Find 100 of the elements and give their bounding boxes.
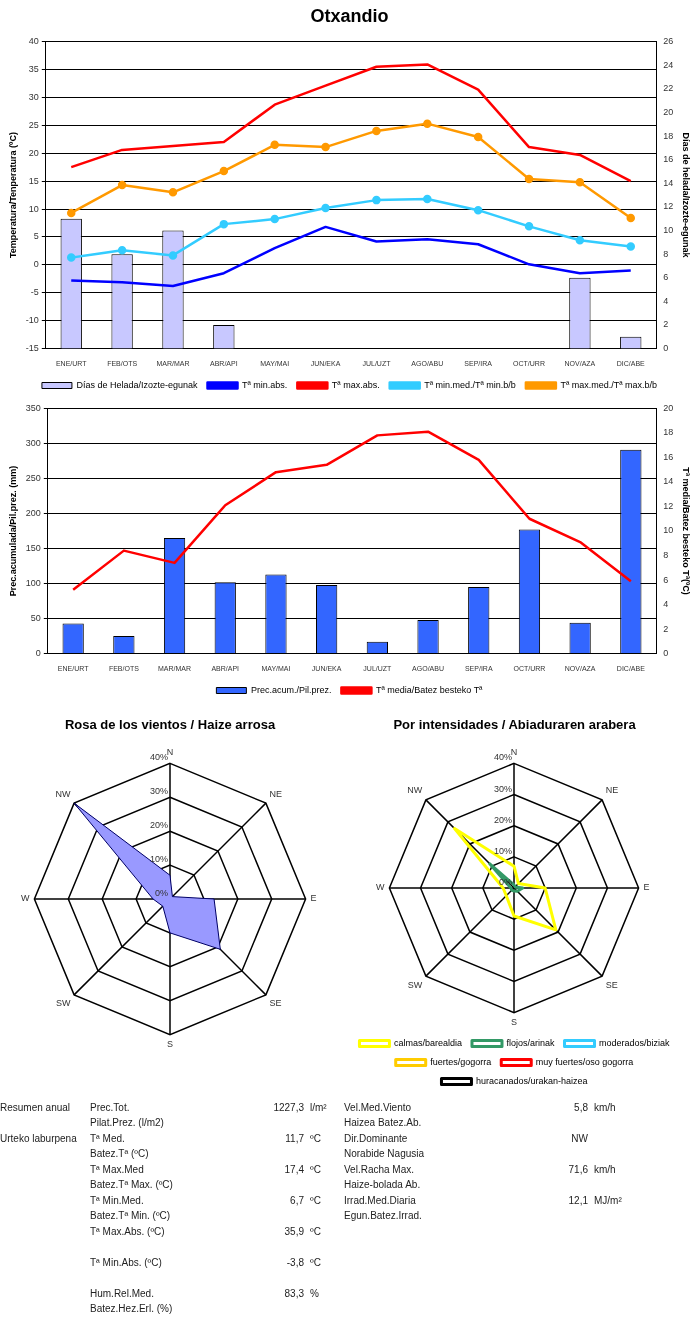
y-tick-label: 5 — [33, 231, 39, 242]
text: l/m² — [310, 1101, 328, 1115]
y2-tick-label: 12 — [663, 201, 674, 212]
y-tick-label: 0 — [35, 648, 41, 659]
text: Resumen anual — [0, 1101, 72, 1115]
text: 6,7 — [289, 1194, 305, 1208]
legend-label: Tª min.abs. — [242, 379, 288, 390]
y2-tick-label: 10 — [663, 225, 674, 236]
y-tick-label: -15 — [25, 343, 39, 354]
point — [321, 142, 330, 152]
legend-label: Días de Helada/Izozte-egunak — [76, 379, 199, 390]
y2-tick-label: 16 — [663, 154, 674, 165]
chart-title: Por intensidades / Abiaduraren arabera — [393, 717, 637, 733]
text: NW — [570, 1132, 589, 1146]
y2-tick-label: 12 — [663, 500, 674, 511]
legend-label: Tª min.med./Tª min.b/b — [424, 379, 516, 390]
point — [270, 214, 279, 224]
text: 35,9 — [283, 1225, 305, 1239]
legend-label: fuertes/gogorra — [430, 1056, 492, 1067]
point — [626, 242, 636, 251]
spoke-label: SW — [407, 979, 423, 990]
text: ºC — [310, 1132, 322, 1146]
text: Urteko laburpena — [0, 1132, 78, 1146]
y2-axis-title: Días de helada/Izozte-egunak — [681, 132, 692, 259]
y2-tick-label: 14 — [663, 476, 674, 487]
y-tick-label: 200 — [25, 507, 41, 518]
point — [219, 219, 229, 229]
point — [168, 188, 178, 197]
text: 17,4 — [283, 1163, 305, 1177]
legend-label: huracanados/urakan-haizea — [475, 1075, 588, 1086]
text: MJ/m² — [594, 1194, 623, 1208]
point — [473, 132, 483, 142]
y2-tick-label: 4 — [663, 295, 669, 306]
y-tick-label: 20 — [28, 147, 39, 158]
point — [575, 236, 585, 245]
y2-tick-label: 6 — [663, 574, 669, 585]
y-tick-label: 20% — [149, 820, 168, 831]
legend-label: Tª max.med./Tª max.b/b — [560, 379, 658, 390]
text: Prec.Tot. Pilat.Prez. (l/m2) — [90, 1101, 165, 1130]
text: ºC — [310, 1163, 322, 1177]
text: 1227,3 — [272, 1101, 305, 1115]
spoke-label: N — [510, 747, 518, 758]
spoke-label: E — [310, 893, 317, 904]
text: 12,1 — [567, 1194, 589, 1208]
text: Tª Max.Abs. (ºC) — [90, 1225, 166, 1239]
text: Tª Max.Med Batez.Tª Max. (ºC) — [90, 1163, 174, 1192]
text: km/h — [594, 1163, 617, 1177]
y2-tick-label: 8 — [663, 248, 669, 259]
text: Dir.Dominante Norabide Nagusia — [344, 1132, 426, 1161]
point — [473, 205, 483, 215]
legend-label: Tª media/Batez besteko Tª — [375, 684, 484, 695]
y-tick-label: 10% — [149, 854, 168, 865]
y2-tick-label: 14 — [663, 177, 674, 188]
y-tick-label: 35 — [28, 63, 39, 74]
y2-tick-label: 22 — [663, 83, 674, 94]
point — [423, 194, 432, 204]
text: % — [310, 1287, 320, 1301]
text: 83,3 — [283, 1287, 305, 1301]
text: 5,8 — [573, 1101, 589, 1115]
y2-tick-label: 26 — [663, 36, 674, 47]
y-tick-label: 150 — [25, 543, 41, 553]
point — [219, 166, 229, 176]
spoke-label: NW — [407, 785, 423, 796]
y2-tick-label: 0 — [663, 648, 669, 659]
text: -3,8 — [285, 1256, 305, 1270]
point — [168, 251, 178, 260]
y-tick-label: 30% — [493, 783, 512, 794]
y2-axis-title: Tª media/Batez besteko Tª(ºC) — [681, 467, 692, 595]
text: Hum.Rel.Med. Batez.Hez.Erl. (%) — [90, 1287, 174, 1316]
point — [372, 126, 381, 136]
y2-tick-label: 8 — [663, 550, 669, 560]
spoke-label: NW — [55, 788, 72, 799]
legend-label: flojos/arinak — [506, 1037, 556, 1048]
spoke-label: S — [510, 1017, 518, 1028]
legend-label: moderados/biziak — [599, 1037, 671, 1048]
y-tick-label: -10 — [25, 315, 39, 326]
y-tick-label: 300 — [25, 437, 41, 448]
spoke-label: W — [375, 882, 385, 893]
y-tick-label: 20% — [493, 814, 512, 825]
y2-tick-label: 0 — [663, 343, 669, 354]
chart-title: Rosa de los vientos / Haize arrosa — [64, 717, 276, 733]
text: km/h — [594, 1101, 617, 1115]
y2-tick-label: 10 — [663, 525, 674, 536]
y-axis-title: Prec.acumulada/Pil.prez. (mm) — [7, 465, 18, 597]
y2-tick-label: 2 — [663, 623, 669, 634]
y-tick-label: 40% — [493, 752, 512, 763]
y-tick-label: 100 — [25, 578, 41, 589]
y2-tick-label: 16 — [663, 451, 674, 462]
y-tick-label: 40 — [28, 36, 39, 47]
text: Vel.Racha Max. Haize-bolada Ab. — [344, 1163, 422, 1192]
text: ºC — [310, 1256, 322, 1270]
y2-tick-label: 4 — [663, 599, 669, 610]
spoke-label: N — [166, 747, 174, 758]
text: Tª Min.Abs. (ºC) — [90, 1256, 163, 1270]
spoke-label: SE — [605, 979, 618, 990]
y-tick-label: 0% — [154, 887, 168, 898]
point — [117, 246, 127, 255]
y-tick-label: 40% — [149, 752, 168, 763]
point — [66, 253, 76, 262]
y-tick-label: 250 — [25, 472, 41, 483]
